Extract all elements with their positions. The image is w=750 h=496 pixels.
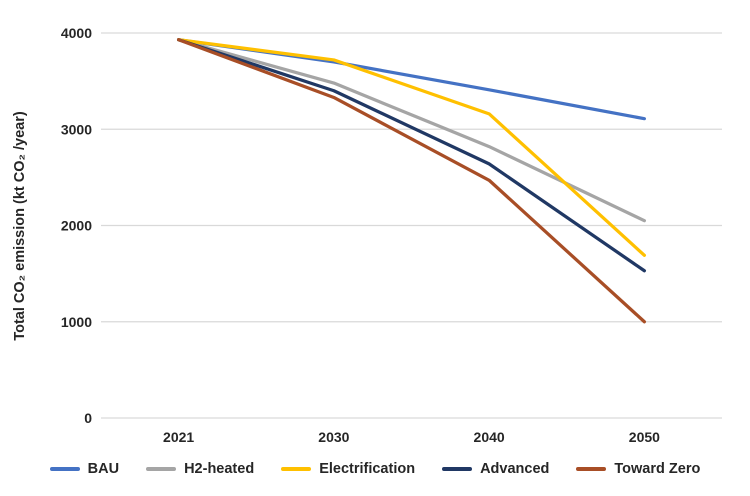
legend-label-toward-zero: Toward Zero <box>614 461 701 477</box>
series-line-electrification <box>177 38 646 257</box>
series-line-toward-zero <box>177 38 646 324</box>
y-axis-title: Total CO₂ emission (kt CO₂ /year) <box>12 111 28 341</box>
legend-label-advanced: Advanced <box>480 461 550 477</box>
legend-swatch-bau <box>49 467 80 471</box>
legend-swatch-electrification <box>281 467 312 471</box>
legend-label-h2-heated: H2-heated <box>184 461 255 477</box>
legend-item-toward-zero: Toward Zero <box>576 461 700 477</box>
gridlines <box>101 32 722 419</box>
legend-swatch-h2-heated <box>146 467 177 471</box>
x-axis-tick-labels: 2021 2030 2040 2050 <box>163 429 660 445</box>
y-tick-label-4000: 4000 <box>61 25 92 41</box>
legend-label-bau: BAU <box>87 461 120 477</box>
x-tick-label-2021: 2021 <box>163 429 194 445</box>
legend: BAU H2-heated Electrification Advanced Towar… <box>0 458 750 480</box>
series-line-advanced <box>177 38 646 273</box>
x-tick-label-2040: 2040 <box>474 429 505 445</box>
y-tick-label-2000: 2000 <box>61 218 92 234</box>
legend-item-advanced: Advanced <box>442 461 549 477</box>
legend-swatch-advanced <box>442 467 473 471</box>
series-line-bau <box>177 38 646 121</box>
legend-item-electrification: Electrification <box>281 461 415 477</box>
x-tick-label-2030: 2030 <box>318 429 349 445</box>
y-tick-label-0: 0 <box>84 410 92 426</box>
y-tick-label-1000: 1000 <box>61 314 92 330</box>
x-tick-label-2050: 2050 <box>629 429 660 445</box>
y-tick-label-3000: 3000 <box>61 121 92 137</box>
series-lines <box>177 38 646 324</box>
legend-swatch-toward-zero <box>576 467 607 471</box>
y-axis-tick-labels: 0 1000 2000 3000 4000 <box>61 25 92 426</box>
legend-item-bau: BAU <box>49 461 120 477</box>
line-chart-canvas: 0 1000 2000 3000 4000 2021 2030 2040 2050 Total… <box>12 25 722 445</box>
legend-item-h2-heated: H2-heated <box>146 461 254 477</box>
legend-label-electrification: Electrification <box>319 461 416 477</box>
